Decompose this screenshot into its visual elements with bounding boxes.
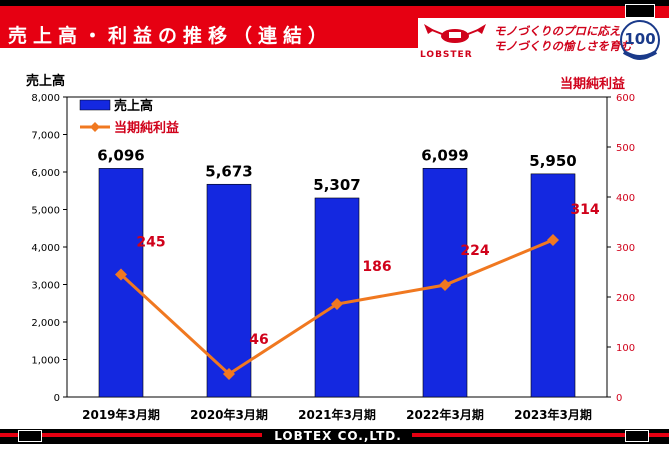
right-tick-label: 400 bbox=[616, 193, 635, 204]
profit-label: 46 bbox=[249, 332, 268, 348]
footer-box-left bbox=[18, 430, 42, 442]
left-tick-label: 5,000 bbox=[31, 206, 60, 217]
sales-bar-label: 5,950 bbox=[529, 152, 576, 170]
category-label: 2022年3月期 bbox=[406, 407, 484, 422]
page-title: 売上高・利益の推移（連結） bbox=[8, 25, 334, 47]
footer-bar bbox=[0, 429, 669, 444]
sales-bar bbox=[98, 168, 144, 398]
footer-red-left bbox=[0, 433, 262, 437]
left-tick-label: 6,000 bbox=[31, 168, 60, 179]
sales-bar bbox=[314, 197, 360, 398]
legend: 売上高 当期純利益 bbox=[79, 98, 179, 136]
lobster-logo: LOBSTER bbox=[420, 20, 500, 60]
slogan: モノづくりのプロに応え モノづくりの愉しさを育む bbox=[494, 24, 632, 54]
legend-line-marker bbox=[90, 122, 100, 132]
lobster-icon bbox=[424, 24, 486, 43]
category-label: 2019年3月期 bbox=[82, 407, 160, 422]
right-tick-label: 300 bbox=[616, 243, 635, 254]
top-black-stripe bbox=[0, 0, 669, 6]
profit-label: 245 bbox=[136, 235, 165, 251]
profit-label: 186 bbox=[362, 259, 391, 275]
sales-bar-label: 6,096 bbox=[97, 146, 144, 164]
sales-bar bbox=[530, 173, 576, 398]
right-tick-label: 500 bbox=[616, 143, 635, 154]
category-label: 2021年3月期 bbox=[298, 407, 376, 422]
left-tick-label: 0 bbox=[54, 393, 60, 404]
anniversary-badge: 100 bbox=[616, 18, 664, 62]
left-tick-label: 7,000 bbox=[31, 131, 60, 142]
title-bar: 売上高・利益の推移（連結） bbox=[0, 18, 418, 48]
left-tick-label: 4,000 bbox=[31, 243, 60, 254]
profit-point bbox=[115, 268, 127, 281]
sales-bar-label: 5,673 bbox=[205, 162, 252, 180]
company-name: LOBTEX CO.,LTD. bbox=[274, 429, 402, 443]
top-red-stripe bbox=[0, 6, 669, 18]
profit-point bbox=[439, 279, 451, 291]
right-tick-label: 600 bbox=[616, 93, 635, 104]
badge-number: 100 bbox=[624, 30, 656, 48]
sales-bar-label: 5,307 bbox=[313, 176, 360, 194]
category-label: 2023年3月期 bbox=[514, 407, 592, 422]
profit-label: 314 bbox=[570, 202, 599, 218]
left-tick-label: 3,000 bbox=[31, 281, 60, 292]
right-tick-label: 100 bbox=[616, 343, 635, 354]
legend-bar-swatch bbox=[79, 99, 111, 111]
left-tick-label: 2,000 bbox=[31, 318, 60, 329]
right-tick-label: 200 bbox=[616, 293, 635, 304]
slogan-line-1: モノづくりのプロに応え bbox=[494, 24, 621, 38]
profit-point bbox=[547, 234, 559, 246]
slogan-line-2: モノづくりの愉しさを育む bbox=[494, 39, 632, 53]
left-tick-label: 1,000 bbox=[31, 356, 60, 367]
footer-red-right bbox=[412, 433, 669, 437]
legend-line-label: 当期純利益 bbox=[114, 120, 179, 136]
right-axis-title: 当期純利益 bbox=[560, 77, 626, 92]
profit-point bbox=[223, 368, 235, 380]
left-tick-label: 8,000 bbox=[31, 93, 60, 104]
profit-point bbox=[331, 298, 343, 310]
lobster-wordmark: LOBSTER bbox=[420, 50, 473, 60]
top-decor-box bbox=[625, 4, 655, 18]
profit-label: 224 bbox=[460, 243, 489, 259]
legend-bar-label: 売上高 bbox=[114, 98, 153, 114]
left-axis-title: 売上高 bbox=[26, 74, 66, 89]
category-label: 2020年3月期 bbox=[190, 407, 268, 422]
footer-box-right bbox=[625, 430, 649, 442]
right-tick-label: 0 bbox=[616, 393, 622, 404]
sales-bar-label: 6,099 bbox=[421, 146, 468, 164]
